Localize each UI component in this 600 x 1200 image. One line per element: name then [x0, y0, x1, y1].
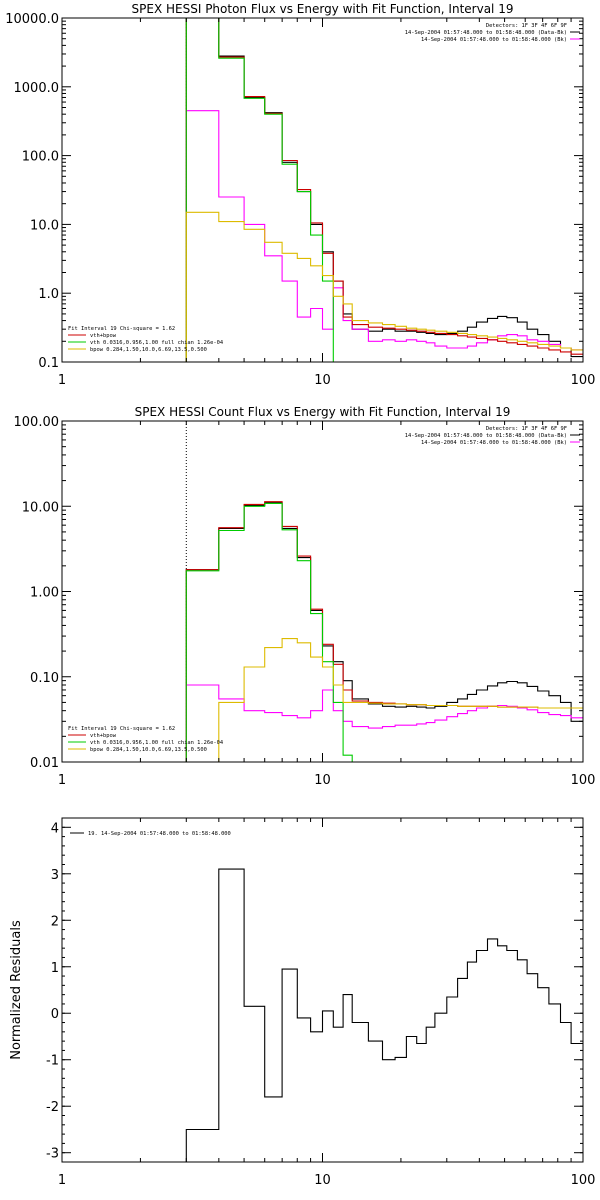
y-tick-label: 100.00	[14, 415, 60, 430]
y-tick-label: -2	[46, 1100, 59, 1115]
y-tick-label: 100.0	[22, 150, 59, 165]
info-text: 14-Sep-2004 01:57:48.000 to 01:58:48.000…	[405, 433, 567, 439]
info-text: Detectors: 1F 3F 4F 6F 9F	[486, 426, 567, 432]
series-line	[185, 18, 583, 362]
x-tick-label: 1	[58, 773, 66, 788]
legend-label: vth 0.0316,0.956,1.00 full chian 1.26e-0…	[90, 340, 223, 346]
y-tick-label: 1.00	[30, 586, 59, 601]
y-tick-label: 3	[51, 868, 59, 883]
series-line	[185, 211, 583, 362]
y-tick-label: 0.1	[38, 356, 59, 371]
legend-label: 19. 14-Sep-2004 01:57:48.000 to 01:58:48…	[88, 831, 231, 837]
y-tick-label: 0.01	[30, 756, 59, 771]
x-tick-label: 1	[58, 373, 66, 388]
info-text: Detectors: 1F 3F 4F 6F 9F	[486, 23, 567, 29]
y-axis-label: Normalized Residuals	[9, 920, 24, 1060]
legend-label: vth+bpow	[90, 733, 117, 739]
y-tick-label: 10000.0	[5, 12, 59, 27]
y-tick-label: 1000.0	[14, 81, 60, 96]
chart-panel-1: SPEX HESSI Photon Flux vs Energy with Fi…	[5, 2, 595, 388]
legend-label: vth+bpow	[90, 333, 117, 339]
legend-label: bpow 0.284,1.50,10.0,6.69,13.5,0.500	[90, 747, 207, 753]
legend-title: Fit Interval 19 Chi-square = 1.62	[68, 726, 175, 732]
series-line	[185, 868, 583, 1162]
y-tick-label: 1	[51, 961, 59, 976]
y-tick-label: 4	[51, 821, 59, 836]
info-text: 14-Sep-2004 01:57:48.000 to 01:58:48.000…	[421, 37, 567, 43]
info-text: 14-Sep-2004 01:57:48.000 to 01:58:48.000…	[405, 30, 567, 36]
y-tick-label: 0	[51, 1007, 59, 1022]
series-line	[185, 684, 583, 762]
series-line	[185, 502, 583, 762]
x-tick-label: 10	[314, 1173, 331, 1188]
series-group	[185, 501, 583, 762]
series-group	[185, 868, 583, 1162]
series-group	[185, 18, 583, 362]
legend-label: bpow 0.284,1.50,10.0,6.69,13.5,0.500	[90, 347, 207, 353]
y-tick-label: 10.0	[30, 218, 59, 233]
y-tick-label: 0.10	[30, 671, 59, 686]
x-tick-label: 10	[314, 773, 331, 788]
legend-label: vth 0.0316,0.956,1.00 full chian 1.26e-0…	[90, 740, 223, 746]
y-tick-label: 10.00	[22, 500, 59, 515]
y-tick-label: 2	[51, 914, 59, 929]
y-tick-label: -3	[46, 1147, 59, 1162]
series-line	[185, 502, 353, 762]
series-line	[218, 638, 583, 762]
x-tick-label: 100	[571, 1173, 596, 1188]
legend-title: Fit Interval 19 Chi-square = 1.62	[68, 326, 175, 332]
y-tick-label: 1.0	[38, 287, 59, 302]
chart-title: SPEX HESSI Photon Flux vs Energy with Fi…	[132, 2, 514, 16]
series-line	[185, 501, 583, 762]
x-tick-label: 100	[571, 773, 596, 788]
chart-title: SPEX HESSI Count Flux vs Energy with Fit…	[135, 405, 511, 419]
chart-panel-3: 1 10 100 -3 -2 -1 0 1 2 3 4 Normalized Residuals 19.…	[9, 817, 596, 1188]
x-tick-label: 100	[571, 373, 596, 388]
y-tick-label: -1	[46, 1054, 59, 1069]
series-line	[185, 110, 583, 362]
x-tick-label: 10	[314, 373, 331, 388]
series-line	[185, 18, 344, 362]
x-tick-label: 1	[58, 1173, 66, 1188]
chart-panel-2: SPEX HESSI Count Flux vs Energy with Fit…	[14, 405, 596, 788]
info-text: 14-Sep-2004 01:57:48.000 to 01:58:48.000…	[421, 440, 567, 446]
plot-frame	[61, 817, 584, 1163]
series-line	[185, 18, 583, 362]
